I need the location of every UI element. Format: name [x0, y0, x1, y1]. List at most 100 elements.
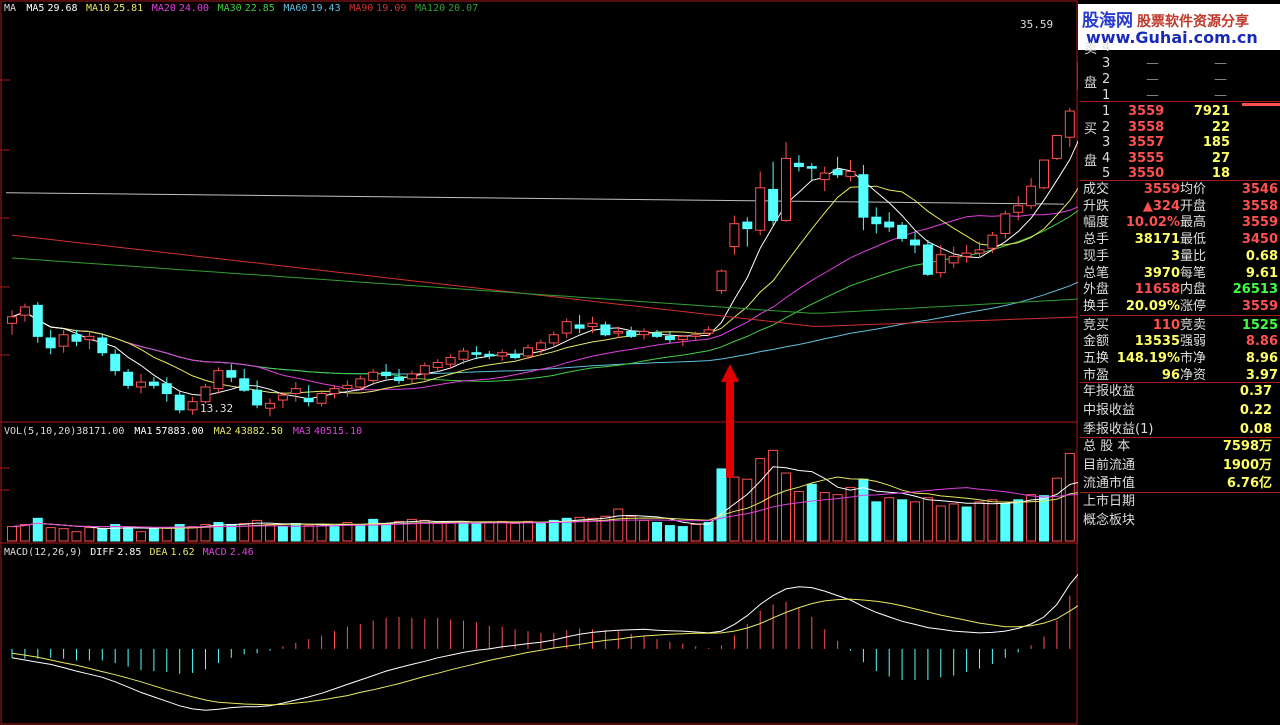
volume-bar — [781, 472, 791, 542]
buy-level: 5 — [1102, 166, 1111, 181]
legend-item: MA90 19.09 — [349, 3, 406, 14]
legend-entry: MA1 57883.00 — [134, 426, 203, 437]
buy-row[interactable]: 2 3558 22 — [1080, 120, 1280, 136]
panel-divider — [1080, 101, 1280, 102]
ma-legend: MA MA5 29.68 MA10 25.81 MA20 24.00 MA30 22.85 MA6… — [4, 3, 478, 14]
legend-item: MA120 20.07 — [415, 3, 478, 14]
panel-divider — [1080, 492, 1280, 493]
volume-bar — [845, 486, 856, 542]
buy-row[interactable]: 5 3550 18 — [1080, 166, 1280, 182]
buy-side-label: 买 — [1084, 122, 1098, 137]
finance-label: 年报收益 — [1083, 384, 1136, 399]
ma5-line — [11, 140, 1078, 400]
candle — [613, 330, 624, 334]
macd-plot[interactable] — [11, 569, 1078, 711]
candle — [639, 330, 650, 336]
buy-level: 2 — [1102, 119, 1111, 135]
quote-row[interactable]: 升跌 ▲324 开盘 3558 — [1080, 198, 1280, 215]
share-row[interactable]: 目前流通 1900万 — [1080, 457, 1280, 475]
quote-value: 3558 — [1241, 198, 1278, 214]
buy-row[interactable]: 4 3555 27 — [1080, 151, 1280, 167]
quote-key: 市净 — [1180, 351, 1207, 366]
quote-row[interactable]: 总笔 3970 每笔 9.61 — [1080, 265, 1280, 282]
volume-bar — [910, 501, 920, 542]
kline-chart: MA MA5 29.68 MA10 25.81 MA20 24.00 MA30 22.85 MA6… — [0, 0, 1078, 725]
quote-row[interactable]: 幅度 10.02% 最高 3559 — [1080, 214, 1280, 231]
finance-row[interactable]: 季报收益(1) 0.08 — [1080, 421, 1280, 439]
quote-row[interactable]: 现手 3 量比 0.68 — [1080, 248, 1280, 265]
finance-row[interactable]: 年报收益 0.37 — [1080, 383, 1280, 401]
sell-level: 3 — [1102, 56, 1111, 71]
volume-bar — [252, 519, 263, 542]
volume-bar — [626, 515, 637, 542]
quote-value: 8.86 — [1245, 334, 1278, 350]
info-row[interactable]: 概念板块 — [1080, 512, 1280, 530]
volume-bar — [729, 476, 740, 542]
buy-volume: 185 — [1202, 135, 1230, 150]
volume-bar — [1051, 477, 1062, 542]
legend-item: VOL(5,10,20)38171.00 MA1 57883.00 MA2 43882.… — [4, 426, 362, 437]
legend-item: MA10 25.81 — [86, 3, 143, 14]
panel-divider — [1080, 180, 1280, 181]
share-row[interactable]: 流通市值 6.76亿 — [1080, 475, 1280, 493]
legend-entry: MA3 40515.10 — [293, 426, 362, 437]
quote-row[interactable]: 金额 13535 强弱 8.86 — [1080, 333, 1280, 350]
candle — [213, 370, 224, 390]
sell-price: — — [1146, 88, 1159, 103]
candle — [884, 221, 895, 228]
sell-row[interactable]: 1 — — — [1080, 88, 1280, 104]
share-value: 7598万 — [1222, 439, 1272, 454]
quote-key: 市盈 — [1083, 367, 1110, 383]
quote-row[interactable]: 成交 3559 均价 3546 — [1080, 181, 1280, 198]
finance-value: 0.37 — [1239, 384, 1272, 399]
legend-entry: DIFF 2.85 — [90, 547, 141, 558]
quote-row[interactable]: 竞买 110 竞卖 1525 — [1080, 317, 1280, 334]
volume-bar — [922, 497, 933, 542]
price-plot[interactable] — [5, 51, 1078, 417]
volume-bar — [471, 522, 482, 542]
share-row[interactable]: 总 股 本 7598万 — [1080, 438, 1280, 456]
legend-label: MA3 — [293, 426, 311, 437]
quote-value: 3450 — [1241, 232, 1278, 248]
sell-row[interactable]: 4 — [1080, 40, 1280, 56]
candle — [871, 216, 882, 225]
volume-bar — [123, 527, 134, 542]
buy-level: 4 — [1102, 150, 1111, 166]
candle — [742, 221, 753, 230]
candle — [19, 306, 30, 316]
volume-bar — [200, 524, 211, 542]
buy-price: 3550 — [1128, 166, 1165, 181]
sell-row[interactable]: 2 — — — [1080, 72, 1280, 88]
legend-value: 24.00 — [179, 3, 209, 14]
breakout-arrow-icon — [721, 364, 739, 478]
quote-key: 升跌 — [1083, 198, 1110, 214]
legend-value: 57883.00 — [155, 426, 203, 437]
candle — [252, 389, 263, 406]
buy-row[interactable]: 1 3559 7921 — [1080, 104, 1280, 120]
quote-value: 3559 — [1241, 298, 1278, 314]
quote-row[interactable]: 外盘 11658 内盘 26513 — [1080, 281, 1280, 298]
quote-row[interactable]: 换手 20.09% 涨停 3559 — [1080, 298, 1280, 315]
legend-value: 1.62 — [171, 547, 195, 558]
legend-label: MA5 — [26, 3, 44, 14]
info-row[interactable]: 上市日期 — [1080, 493, 1280, 511]
candle — [922, 244, 933, 275]
buy-row[interactable]: 3 3557 185 — [1080, 135, 1280, 151]
legend-label: MA120 — [415, 3, 445, 14]
quote-value: 110 — [1152, 317, 1180, 333]
quote-row[interactable]: 市盈 96 净资 3.97 — [1080, 367, 1280, 384]
quote-row[interactable]: 五换 148.19% 市净 8.96 — [1080, 350, 1280, 367]
buy-side-label: 盘 — [1084, 154, 1098, 169]
sell-row[interactable]: 3 — — — [1080, 56, 1280, 72]
quote-row[interactable]: 总手 38171 最低 3450 — [1080, 231, 1280, 248]
volume-bar — [7, 526, 17, 542]
volume-plot[interactable] — [0, 449, 1078, 542]
volume-bar — [97, 528, 108, 542]
finance-row[interactable]: 中报收益 0.22 — [1080, 402, 1280, 420]
volume-bar — [1064, 452, 1075, 542]
volume-bar — [71, 531, 82, 542]
sell-price: — — [1146, 56, 1159, 71]
quote-key: 竞买 — [1083, 317, 1110, 333]
candle — [342, 384, 353, 390]
candle — [1026, 185, 1037, 207]
